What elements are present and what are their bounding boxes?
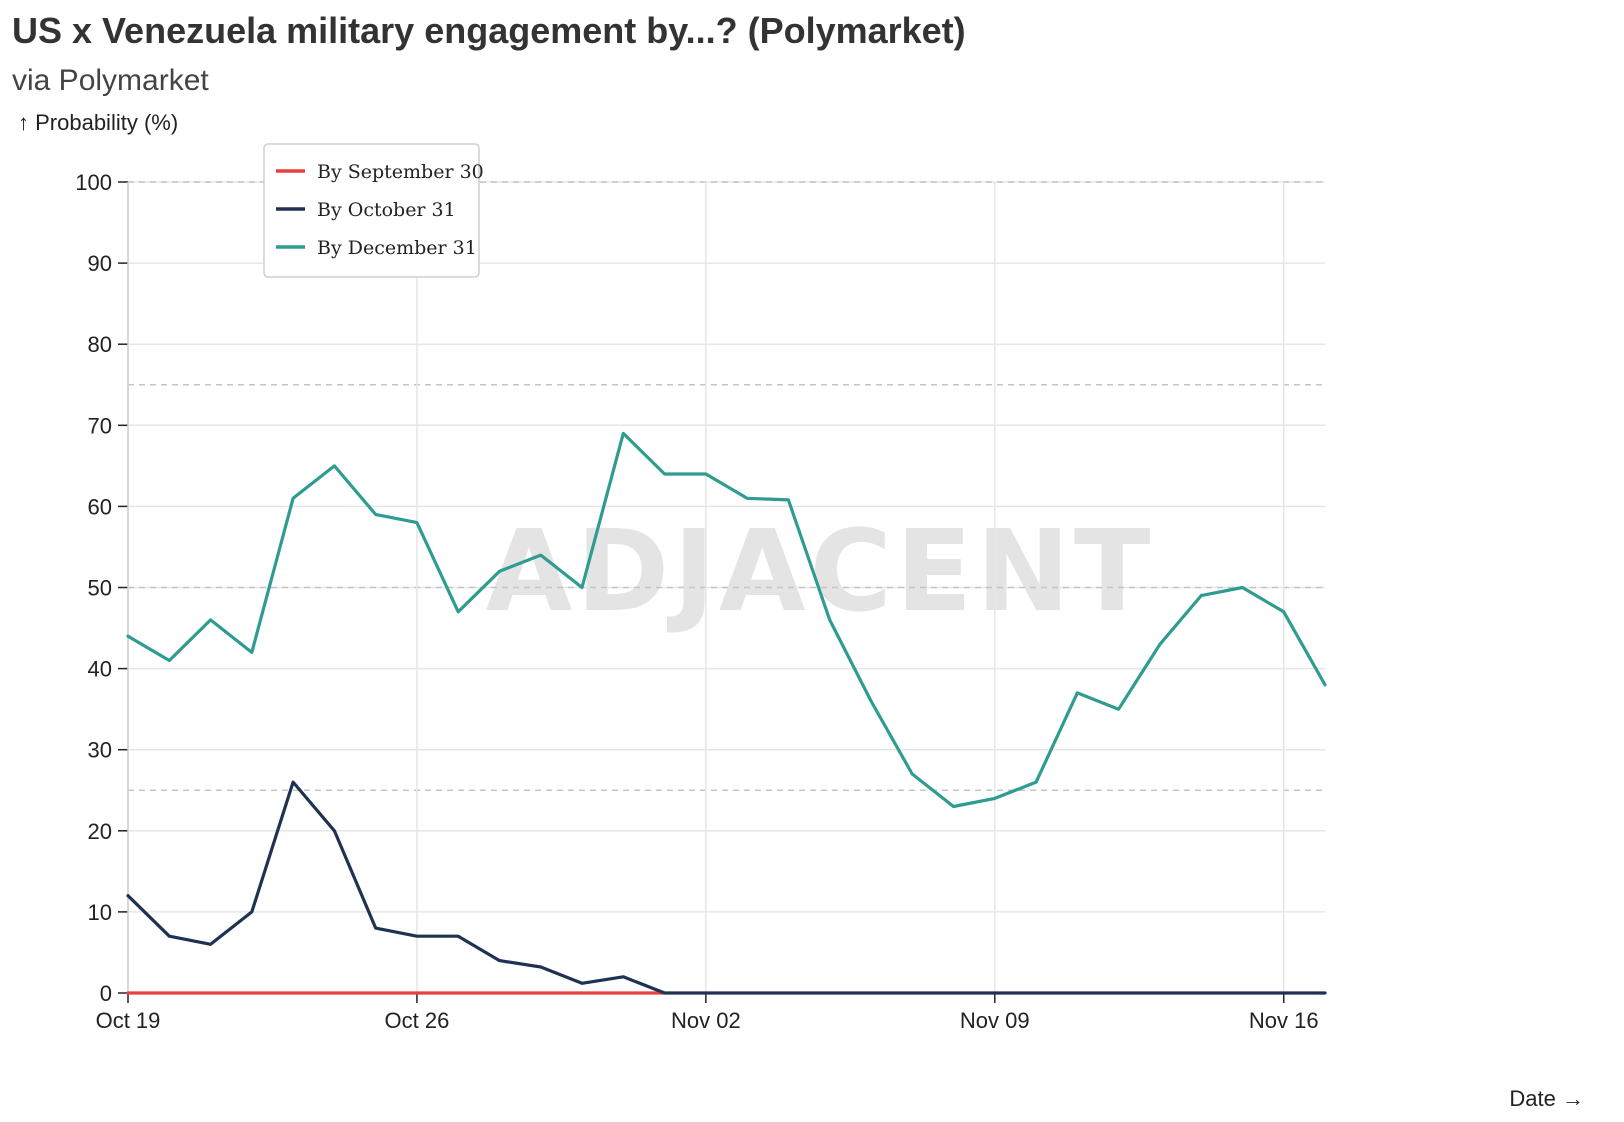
x-tick-label: Oct 19: [96, 1008, 161, 1033]
y-tick-label: 50: [88, 576, 112, 601]
legend-label-by-october-31: By October 31: [317, 199, 456, 221]
grid: [127, 181, 1325, 994]
y-tick-label: 100: [75, 170, 112, 195]
y-tick-label: 40: [88, 657, 112, 682]
y-tick-label: 20: [88, 819, 112, 844]
series-layer: [126, 431, 1327, 995]
series-line-by-october-31: [126, 780, 1327, 995]
y-tick-label: 0: [100, 981, 112, 1006]
y-tick-label: 90: [88, 251, 112, 276]
legend-label-by-september-30: By September 30: [317, 161, 484, 183]
x-tick-label: Oct 26: [385, 1008, 450, 1033]
legend-box: [263, 143, 480, 278]
y-tick-label: 30: [88, 738, 112, 763]
y-tick-label: 80: [88, 332, 112, 357]
series-line-by-december-31: [126, 431, 1327, 809]
y-tick-label: 70: [88, 413, 112, 438]
y-axis-label: ↑ Probability (%): [18, 110, 179, 135]
y-tick-label: 10: [88, 900, 112, 925]
chart-subtitle: via Polymarket: [12, 64, 209, 97]
x-tick-label: Nov 02: [671, 1008, 741, 1033]
axes: 0 10 20 30 40 50 60 70 80 90 100 Oct 19 Oct 26 Nov 02…: [75, 170, 1318, 1033]
legend[interactable]: By September 30 By October 31 By December …: [263, 143, 484, 278]
chart-title: US x Venezuela military engagement by...…: [12, 10, 966, 51]
x-tick-label: Nov 09: [960, 1008, 1030, 1033]
x-tick-label: Nov 16: [1249, 1008, 1319, 1033]
x-axis-label: Date →: [1509, 1086, 1584, 1111]
legend-label-by-december-31: By December 31: [317, 237, 477, 259]
y-tick-label: 60: [88, 494, 112, 519]
